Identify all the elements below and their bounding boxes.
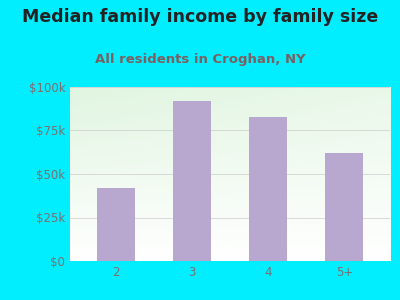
Bar [173,101,211,261]
Bar [325,153,363,261]
Bar [97,188,135,261]
Text: All residents in Croghan, NY: All residents in Croghan, NY [95,52,305,65]
Text: Median family income by family size: Median family income by family size [22,8,378,26]
Bar [249,117,287,261]
